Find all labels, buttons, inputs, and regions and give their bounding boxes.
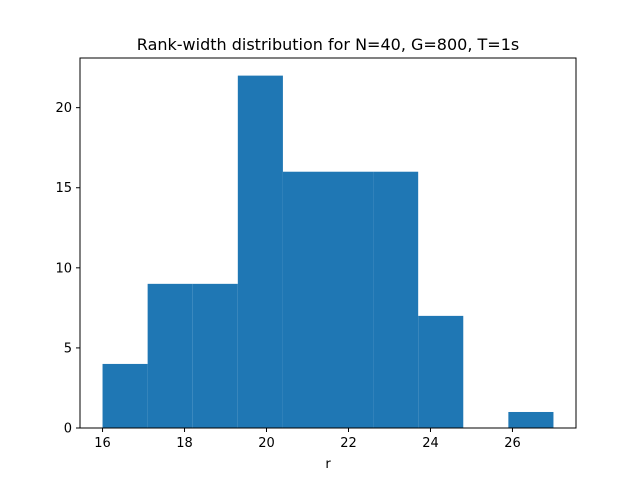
x-tick-label: 18 xyxy=(176,436,193,451)
x-tick-label: 24 xyxy=(422,436,439,451)
y-tick-label: 10 xyxy=(55,261,72,276)
y-tick-label: 5 xyxy=(64,341,72,356)
histogram-bar xyxy=(418,315,464,428)
histogram-bar xyxy=(147,283,193,428)
histogram-bar xyxy=(102,363,148,428)
x-axis-ticks: 16 18 20 22 24 26 xyxy=(94,428,521,451)
x-axis-label: r xyxy=(325,457,331,472)
histogram-bar xyxy=(373,171,419,428)
chart-title: Rank-width distribution for N=40, G=800,… xyxy=(137,35,519,54)
x-tick-label: 22 xyxy=(340,436,357,451)
histogram-bar xyxy=(328,171,374,428)
y-tick-label: 0 xyxy=(64,422,72,437)
x-tick-label: 20 xyxy=(258,436,275,451)
histogram-bar xyxy=(282,171,328,428)
bars-group xyxy=(102,75,554,428)
y-tick-label: 20 xyxy=(55,101,72,116)
y-axis-ticks: 0 5 10 15 20 xyxy=(55,101,80,437)
plot-frame xyxy=(79,57,577,429)
y-tick-label: 15 xyxy=(55,181,72,196)
x-tick-label: 16 xyxy=(94,436,111,451)
histogram-bar xyxy=(508,411,554,428)
histogram-bar xyxy=(192,283,238,428)
histogram-bar xyxy=(237,75,283,428)
x-tick-label: 26 xyxy=(504,436,521,451)
